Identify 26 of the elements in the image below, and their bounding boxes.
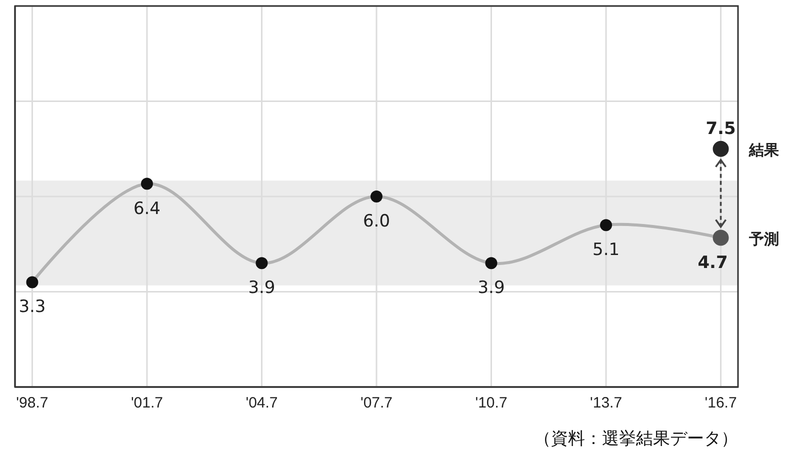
series-label: 結果	[748, 140, 780, 159]
x-tick-label: '07.7	[360, 394, 393, 412]
point	[26, 276, 38, 288]
point	[712, 140, 729, 157]
data-label: 6.4	[133, 198, 160, 219]
x-tick-label: '01.7	[130, 394, 164, 412]
x-tick-label: '13.7	[590, 394, 622, 412]
x-tick-label: '98.7	[16, 394, 48, 412]
text: （資料：選挙結果データ）	[534, 429, 738, 449]
x-tick-label: '04.7	[246, 394, 278, 412]
data-label: 3.9	[248, 278, 276, 298]
point	[140, 178, 153, 190]
point	[370, 190, 382, 202]
series-label: 予測	[748, 230, 779, 248]
x-tick-label: '10.7	[475, 394, 508, 412]
point	[712, 230, 729, 246]
data-label: 3.9	[478, 278, 505, 298]
point	[600, 219, 612, 232]
data-label: 3.3	[18, 297, 46, 318]
data-label: 4.7	[698, 252, 728, 273]
x-tick-label: '16.7	[704, 394, 737, 412]
point	[256, 257, 268, 270]
data-label: 5.1	[592, 240, 620, 260]
point	[485, 257, 498, 270]
data-label: 7.5	[706, 118, 736, 139]
data-label: 6.0	[362, 212, 390, 232]
